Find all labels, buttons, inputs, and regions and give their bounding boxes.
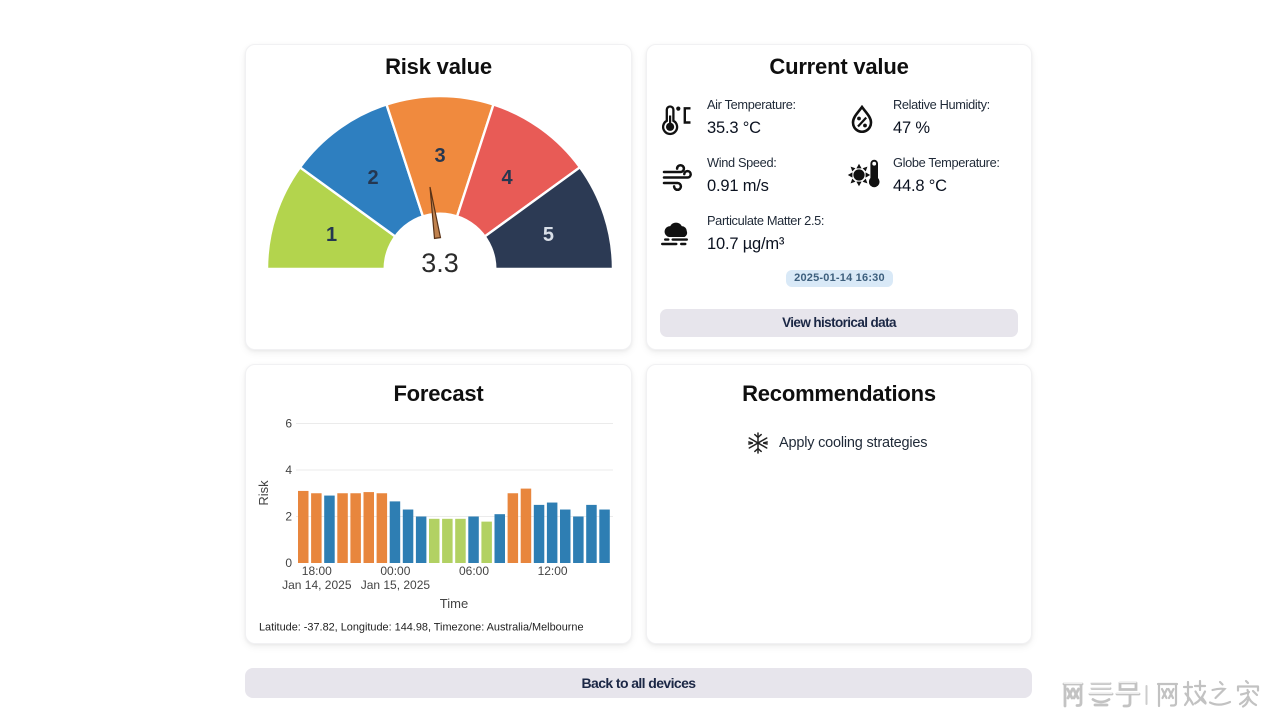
svg-text:Time: Time xyxy=(440,596,468,611)
svg-text:2: 2 xyxy=(285,510,292,524)
svg-text:Latitude: -37.82, Longitude: 1: Latitude: -37.82, Longitude: 144.98, Tim… xyxy=(259,622,584,634)
svg-text:Jan 14, 2025: Jan 14, 2025 xyxy=(282,578,352,592)
svg-text:18:00: 18:00 xyxy=(302,564,332,578)
svg-text:6: 6 xyxy=(285,417,292,431)
svg-text:2: 2 xyxy=(367,167,378,189)
svg-text:0: 0 xyxy=(285,556,292,570)
svg-text:3: 3 xyxy=(434,145,445,167)
svg-text:00:00: 00:00 xyxy=(380,564,410,578)
svg-text:Jan 15, 2025: Jan 15, 2025 xyxy=(361,578,431,592)
svg-text:Risk: Risk xyxy=(256,480,271,506)
svg-text:1: 1 xyxy=(326,224,337,246)
svg-text:5: 5 xyxy=(543,224,554,246)
svg-text:12:00: 12:00 xyxy=(538,564,568,578)
svg-text:4: 4 xyxy=(285,463,292,477)
svg-text:06:00: 06:00 xyxy=(459,564,489,578)
svg-text:4: 4 xyxy=(501,167,513,189)
